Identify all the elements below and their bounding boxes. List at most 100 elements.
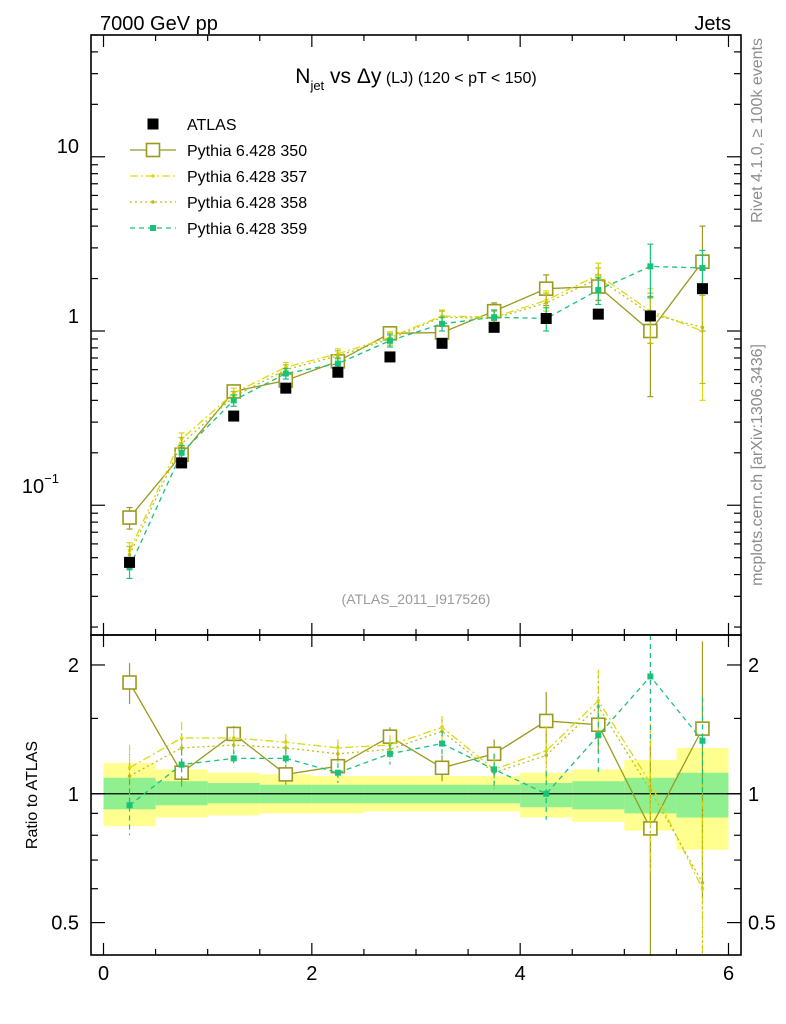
pythia-359-point	[595, 286, 602, 293]
pythia-359-point	[178, 449, 185, 456]
legend-marker	[145, 142, 161, 158]
rivet-label: Rivet 4.1.0, ≥ 100k events	[749, 38, 766, 223]
pythia-359-ratio-point	[282, 755, 289, 762]
atlas-point	[332, 366, 344, 378]
ratio-panel: 0.5 0.5 1 1 2 2 Ratio to ATLAS	[24, 634, 776, 956]
ratio-tick-label-right: 1	[748, 784, 759, 806]
pythia-357-ratio-point	[283, 740, 288, 744]
legend-marker	[150, 225, 156, 231]
pythia-359-ratio-point	[491, 766, 498, 773]
pythia-358-ratio-point	[336, 752, 340, 756]
pythia-359-line	[128, 265, 703, 568]
pythia-359-point	[386, 337, 393, 344]
pythia-357-ratio-point	[596, 698, 601, 703]
main-axis-ticks	[91, 34, 741, 635]
pythia-357-ratio-point	[336, 746, 340, 750]
pythia-358-ratio-line	[129, 705, 704, 883]
main-panel: 10 1 10−1 Njet vs Δy (LJ) (120 < pT < 15…	[22, 34, 742, 636]
pythia-359-ratio-point	[647, 673, 654, 680]
x-tick-label: 6	[723, 963, 734, 985]
atlas-point	[124, 556, 136, 568]
pythia-358-line	[128, 277, 703, 556]
pythia-359-ratio-point	[699, 737, 706, 744]
y-tick-label-0.1-base: 10	[22, 476, 44, 498]
pythia-358-ratio-point	[544, 753, 549, 758]
atlas-point	[228, 410, 240, 422]
pythia-359-ratio-point	[178, 761, 185, 768]
atlas-point	[176, 457, 188, 469]
pythia-359-point	[334, 360, 341, 367]
pythia-358-point	[336, 354, 340, 358]
source-label: mcplots.cern.ch [arXiv:1306.3436]	[749, 344, 766, 586]
pythia-359-point	[439, 320, 446, 327]
pythia-358-point	[700, 325, 705, 330]
pythia-359-ratio-point	[543, 790, 550, 797]
y-tick-label-0.1-exp: −1	[44, 471, 59, 486]
pythia-350-ratio-point	[122, 675, 137, 690]
pythia-350-ratio-point	[538, 713, 554, 729]
atlas-point	[696, 283, 708, 295]
pythia-350-line	[129, 261, 703, 518]
legend-entry-pythia-357: Pythia 6.428 357	[130, 169, 307, 186]
pythia-359-ratio-point	[230, 755, 237, 762]
pythia-359-point	[491, 314, 498, 321]
legend-entry-pythia-359: Pythia 6.428 359	[130, 221, 307, 238]
legend-label: Pythia 6.428 357	[187, 169, 307, 186]
pythia-359-ratio-point	[595, 732, 602, 739]
chart-title-var: Δy	[357, 65, 382, 88]
pythia-358-point	[179, 442, 184, 446]
pythia-359-ratio-line	[129, 675, 703, 806]
legend: ATLAS Pythia 6.428 350 Pythia 6.428 357 Pyt…	[130, 117, 307, 238]
pythia-359-point	[699, 264, 706, 271]
pythia-358-point	[544, 301, 549, 305]
atlas-point	[436, 337, 448, 349]
ratio-data-layer	[91, 635, 741, 955]
pythia-358-point	[127, 552, 132, 557]
legend-entry-pythia-350: Pythia 6.428 350	[130, 142, 307, 160]
pythia-359-point	[282, 370, 289, 377]
pythia-350-ratio-point	[278, 767, 294, 782]
pythia-359-point	[230, 397, 237, 404]
atlas-point	[488, 321, 500, 333]
legend-atlas-marker	[147, 118, 159, 130]
chart-title-main: N	[295, 65, 310, 88]
atlas-point	[644, 310, 656, 322]
analysis-label: (ATLAS_2011_I917526)	[342, 591, 491, 607]
pythia-350-point	[122, 510, 137, 525]
x-tick-label: 0	[98, 963, 109, 985]
atlas-point	[592, 308, 604, 320]
x-tick-label: 2	[306, 963, 317, 985]
ratio-tick-label-left: 2	[68, 655, 79, 677]
legend-entry-pythia-358: Pythia 6.428 358	[130, 195, 307, 212]
y-tick-label-1: 1	[68, 306, 79, 328]
pythia-357-ratio-point	[544, 749, 549, 753]
pythia-358-ratio-point	[127, 774, 132, 778]
process-label: Jets	[694, 13, 731, 35]
pythia-357-ratio-point	[700, 886, 705, 891]
legend-label: ATLAS	[187, 117, 237, 134]
pythia-359-ratio-point	[439, 740, 446, 747]
ratio-tick-label-right: 0.5	[748, 913, 776, 935]
y-tick-label-10: 10	[57, 136, 79, 158]
atlas-point	[384, 351, 396, 363]
pythia-357-ratio-point	[179, 736, 184, 740]
pythia-358-ratio-point	[388, 747, 392, 752]
y-tick-label-0.1: 10−1	[22, 471, 59, 498]
pythia-357-ratio-point	[127, 766, 132, 770]
legend-entry-atlas: ATLAS	[147, 117, 237, 134]
legend-label: Pythia 6.428 359	[187, 221, 307, 238]
pythia-357-ratio-point	[440, 725, 444, 730]
pythia-358-ratio-point	[283, 746, 288, 750]
chart-title-sub: jet	[309, 78, 324, 93]
pythia-358-ratio-point	[648, 788, 653, 792]
legend-label: Pythia 6.428 350	[187, 143, 307, 160]
ratio-tick-labels: 0.5 0.5 1 1 2 2	[51, 655, 776, 935]
chart-title: Njet vs Δy (LJ) (120 < pT < 150)	[295, 65, 536, 93]
x-tick-labels: 0 2 4 6	[98, 963, 734, 985]
legend-marker	[151, 174, 155, 178]
legend-marker	[151, 200, 155, 204]
pythia-359-point	[647, 263, 654, 270]
ratio-tick-label-right: 2	[748, 655, 759, 677]
band-inner-bin-3	[207, 782, 260, 804]
